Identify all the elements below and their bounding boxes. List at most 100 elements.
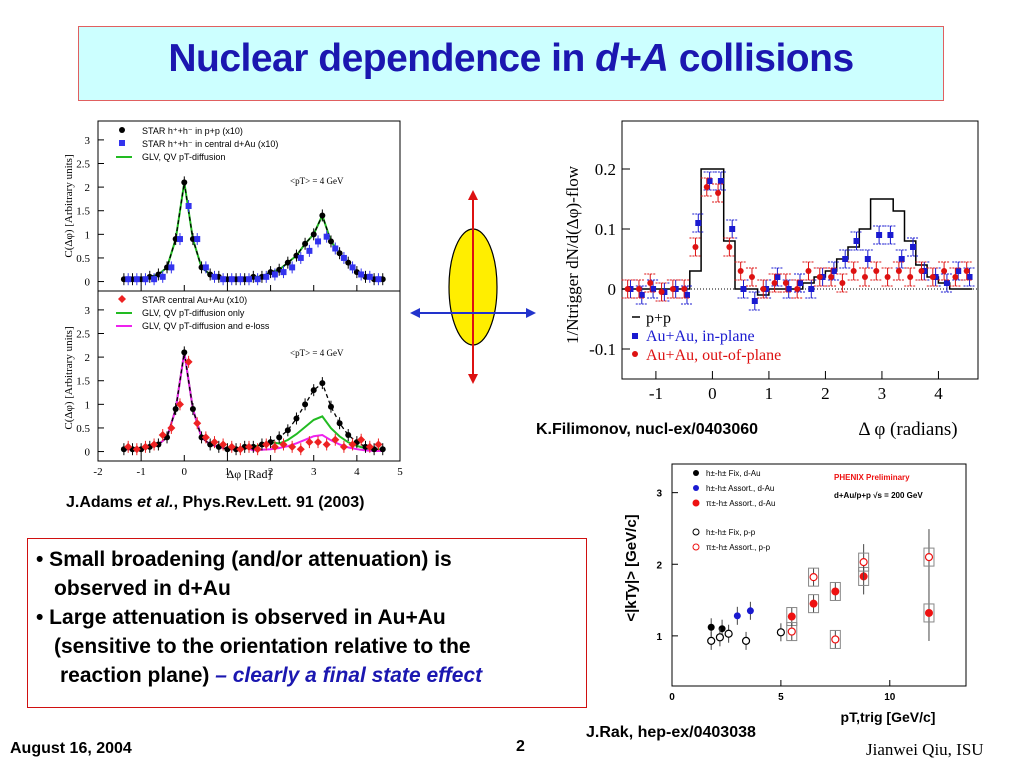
data-point <box>816 274 823 280</box>
data-point <box>327 238 334 245</box>
data-point <box>362 443 369 450</box>
data-point <box>658 289 665 295</box>
star-figure: 0 0.5 1 1.5 2 2.5 3 0 0.5 1 1.5 2 2.5 3 -2 -1 0 1 2 3 4 5 C(… <box>62 116 412 482</box>
legend-marker-auau <box>118 295 126 303</box>
data-point <box>918 268 925 274</box>
y-tick-label: 1.5 <box>76 206 90 218</box>
data-point <box>776 628 785 637</box>
data-point <box>284 259 291 266</box>
legend-marker-dau <box>119 140 125 146</box>
data-point <box>787 612 796 621</box>
data-point <box>669 286 676 292</box>
data-point <box>794 286 801 292</box>
data-point <box>774 274 781 280</box>
data-point <box>924 608 933 617</box>
data-point <box>280 269 287 276</box>
sys-error-box <box>786 622 798 642</box>
data-point <box>219 440 228 449</box>
phenix-ylabel: <|kTy|> [GeV/c] <box>623 514 640 621</box>
data-point <box>289 264 296 271</box>
y-tick-label: 2 <box>656 560 662 571</box>
data-point <box>839 280 846 286</box>
data-point <box>323 233 330 240</box>
data-point <box>715 633 725 642</box>
data-point <box>345 259 352 266</box>
data-point <box>310 231 317 238</box>
data-point <box>181 179 188 186</box>
data-point <box>176 236 183 243</box>
data-point <box>193 419 202 428</box>
data-point <box>194 236 201 243</box>
data-point <box>681 286 688 292</box>
data-point <box>924 552 934 562</box>
data-point <box>741 636 751 645</box>
data-point <box>635 286 642 292</box>
data-point <box>314 438 323 447</box>
star-top-ylabel: C(Δφ) [Arbitrary units] <box>63 154 75 257</box>
data-point <box>237 276 244 283</box>
bullet-2-line-2: (sensitive to the orientation relative t… <box>54 635 471 658</box>
phenix-frame <box>671 463 967 687</box>
data-point <box>861 274 868 280</box>
bullet-1-line-1: • Small broadening (and/or attenuation) … <box>36 548 452 571</box>
legend-marker-assort-dau <box>693 485 699 491</box>
title-text-italic: d+A <box>595 37 669 80</box>
data-point <box>305 438 314 447</box>
data-point <box>331 435 340 444</box>
data-point <box>336 250 343 257</box>
y-tick-label: 2.5 <box>76 159 90 171</box>
data-point <box>332 245 339 252</box>
data-point <box>650 286 657 292</box>
y-tick-label: 2.5 <box>76 329 90 341</box>
legend-marker-outplane <box>632 351 638 357</box>
x-tick-label: 10 <box>884 692 896 703</box>
bullet-box: • Small broadening (and/or attenuation) … <box>27 538 587 708</box>
data-point <box>253 445 262 454</box>
y-tick-label: 3 <box>85 135 91 147</box>
data-point <box>724 629 733 638</box>
data-point <box>306 247 313 254</box>
data-point <box>159 273 166 280</box>
data-point <box>167 423 176 432</box>
data-point <box>751 298 758 304</box>
data-point <box>809 599 818 608</box>
star-bottom-annotation: <pT> = 4 GeV <box>290 348 344 358</box>
reaction-plane-diagram <box>410 190 536 384</box>
y-tick-label: -0.1 <box>589 340 616 359</box>
data-point <box>805 268 812 274</box>
y-tick-label: 3 <box>656 489 662 500</box>
data-point <box>647 280 654 286</box>
data-point <box>853 238 860 244</box>
data-point <box>729 226 736 232</box>
data-point <box>340 254 347 261</box>
x-tick-label: 4 <box>934 384 943 403</box>
y-tick-label: 0 <box>85 447 91 459</box>
data-point <box>787 627 796 636</box>
data-point <box>297 254 304 261</box>
data-point <box>141 442 150 451</box>
data-point <box>345 432 352 439</box>
sys-error-box <box>829 581 841 601</box>
data-point <box>125 276 132 283</box>
sys-error-box <box>923 547 935 567</box>
data-point <box>842 256 849 262</box>
data-point <box>279 440 288 449</box>
data-point <box>706 178 713 184</box>
data-point <box>715 190 722 196</box>
sys-error-box <box>923 603 935 623</box>
data-point <box>172 406 179 413</box>
x-tick-label: 0 <box>669 692 675 703</box>
data-point <box>271 271 278 278</box>
data-point <box>859 558 868 567</box>
adams-citation: J.Adams et al., Phys.Rev.Lett. 91 (2003) <box>66 494 365 512</box>
slide-title: Nuclear dependence in d+A collisions <box>168 37 854 81</box>
data-point <box>181 349 188 356</box>
x-tick-label: 1 <box>225 466 231 478</box>
sys-error-box <box>808 594 820 614</box>
x-tick-label: -2 <box>93 466 102 478</box>
legend-label-inplane: Au+Au, in-plane <box>646 328 755 345</box>
legend-marker-pp <box>119 127 125 133</box>
data-point <box>336 420 343 427</box>
data-point <box>864 256 871 262</box>
y-tick-label: 2 <box>85 352 91 364</box>
